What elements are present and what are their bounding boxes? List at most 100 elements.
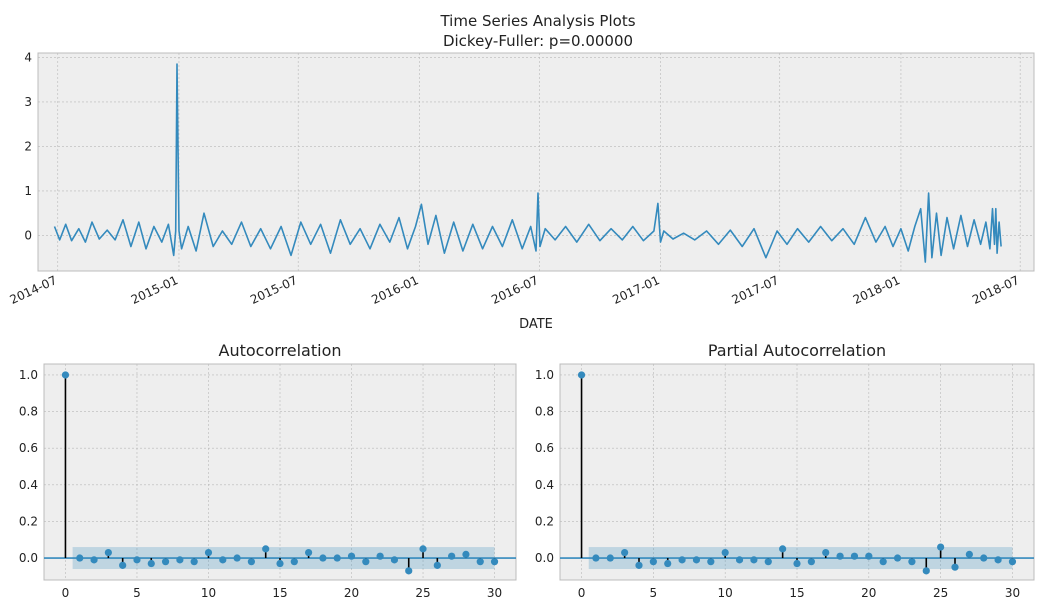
acf-y-tick-label: 0.2: [19, 514, 38, 528]
ts-y-tick-label: 4: [24, 50, 32, 64]
pacf-point: [879, 558, 887, 566]
acf-point: [305, 548, 313, 557]
acf-x-tick-label: 5: [133, 586, 141, 600]
acf-title: Autocorrelation: [219, 341, 342, 360]
acf-x-tick-label: 25: [415, 586, 430, 600]
acf-y-tick-label: 0.4: [19, 478, 38, 492]
pacf-point: [621, 548, 629, 557]
pacf-point: [822, 548, 830, 557]
acf-x-tick-label: 15: [272, 586, 287, 600]
pacf-y-tick-label: 0.2: [535, 514, 554, 528]
ts-x-tick-label: 2018-01: [851, 273, 902, 307]
pacf-point: [664, 559, 672, 568]
pacf-point: [635, 561, 643, 569]
pacf-point: [735, 556, 744, 564]
acf-point: [390, 556, 399, 564]
acf-y-tick-label: 1.0: [19, 368, 38, 382]
acf-y-tick-label: 0.0: [19, 551, 38, 565]
figure-subtitle: Dickey-Fuller: p=0.00000: [443, 32, 633, 50]
pacf-y-tick-label: 0.6: [535, 441, 554, 455]
ts-x-tick-label: 2015-01: [129, 273, 180, 307]
pacf-y-tick-label: 0.0: [535, 551, 554, 565]
pacf-point: [994, 556, 1002, 564]
acf-point: [247, 558, 255, 566]
acf-y-tick-label: 0.6: [19, 441, 38, 455]
acf-point: [419, 545, 427, 553]
pacf-point: [721, 548, 729, 557]
pacf-title: Partial Autocorrelation: [708, 341, 886, 360]
pacf-point: [807, 558, 815, 566]
acf-point: [276, 559, 284, 568]
pacf-point: [951, 563, 959, 571]
pacf-point: [850, 552, 859, 560]
pacf-point: [577, 371, 586, 379]
ts-x-tick-label: 2016-07: [489, 273, 540, 307]
time-series-panel: 0 1 2 3 4 2014-07 2015-01 2015-07 2016-01 2016-07…: [8, 50, 1035, 332]
acf-point: [219, 556, 227, 564]
acf-x-tick-label: 20: [344, 586, 359, 600]
acf-x-tick-label: 10: [201, 586, 216, 600]
pacf-point: [649, 558, 657, 566]
pacf-point: [893, 554, 902, 562]
pacf-x-tick-label: 0: [578, 586, 586, 600]
ts-x-tick-label: 2014-07: [8, 273, 59, 307]
ts-x-tick-label: 2017-07: [730, 273, 781, 307]
pacf-x-tick-label: 20: [861, 586, 876, 600]
pacf-y-tick-label: 0.8: [535, 405, 554, 419]
pacf-point: [908, 558, 916, 566]
acf-point: [462, 550, 470, 558]
ts-x-axis-label: DATE: [519, 317, 553, 332]
acf-point: [133, 556, 141, 564]
pacf-point: [750, 556, 758, 564]
ts-x-tick-label: 2016-01: [369, 273, 420, 307]
acf-point: [233, 554, 241, 562]
acf-y-tick-label: 0.8: [19, 405, 38, 419]
pacf-point: [764, 558, 772, 566]
acf-point: [490, 558, 499, 566]
pacf-x-tick-label: 10: [718, 586, 733, 600]
acf-x-tick-label: 30: [487, 586, 502, 600]
acf-point: [61, 371, 70, 379]
acf-point: [262, 545, 270, 553]
acf-point: [90, 556, 98, 564]
ts-x-tick-label: 2017-01: [610, 273, 661, 307]
acf-point: [119, 561, 127, 569]
pacf-point: [678, 556, 686, 564]
partial-autocorrelation-panel: 0.0 0.2 0.4 0.6 0.8 1.0 0 5 10 15 20 25 30 Partial Au…: [535, 341, 1035, 600]
pacf-point: [592, 554, 600, 562]
pacf-point: [793, 559, 801, 568]
autocorrelation-panel: 0.0 0.2 0.4 0.6 0.8 1.0 0 5 10 15 20 25 30 Autocorrel…: [19, 341, 517, 600]
acf-point: [376, 552, 384, 560]
ts-series-line: [53, 63, 1002, 263]
pacf-x-tick-label: 5: [650, 586, 658, 600]
acf-point: [333, 554, 341, 562]
pacf-point: [1008, 558, 1017, 566]
pacf-y-tick-label: 1.0: [535, 368, 554, 382]
acf-point: [76, 554, 84, 562]
pacf-point: [965, 550, 973, 558]
acf-point: [190, 558, 198, 566]
pacf-point: [606, 554, 614, 562]
acf-point: [448, 552, 456, 560]
acf-point: [147, 559, 155, 568]
acf-point: [161, 558, 170, 566]
pacf-point: [922, 567, 930, 575]
pacf-y-tick-label: 0.4: [535, 478, 554, 492]
acf-point: [362, 558, 370, 566]
ts-y-tick-label: 2: [24, 139, 32, 153]
pacf-point: [707, 558, 715, 566]
ts-y-tick-label: 1: [24, 184, 32, 198]
pacf-point: [836, 552, 844, 560]
acf-point: [290, 558, 298, 566]
pacf-point: [865, 552, 873, 560]
pacf-x-tick-label: 25: [933, 586, 948, 600]
acf-point: [433, 561, 441, 569]
pacf-x-tick-label: 30: [1005, 586, 1020, 600]
acf-point: [176, 556, 184, 564]
pacf-point: [980, 554, 988, 562]
acf-point: [405, 567, 413, 575]
pacf-point: [937, 543, 945, 551]
pacf-x-tick-label: 15: [789, 586, 804, 600]
acf-point: [347, 552, 356, 560]
